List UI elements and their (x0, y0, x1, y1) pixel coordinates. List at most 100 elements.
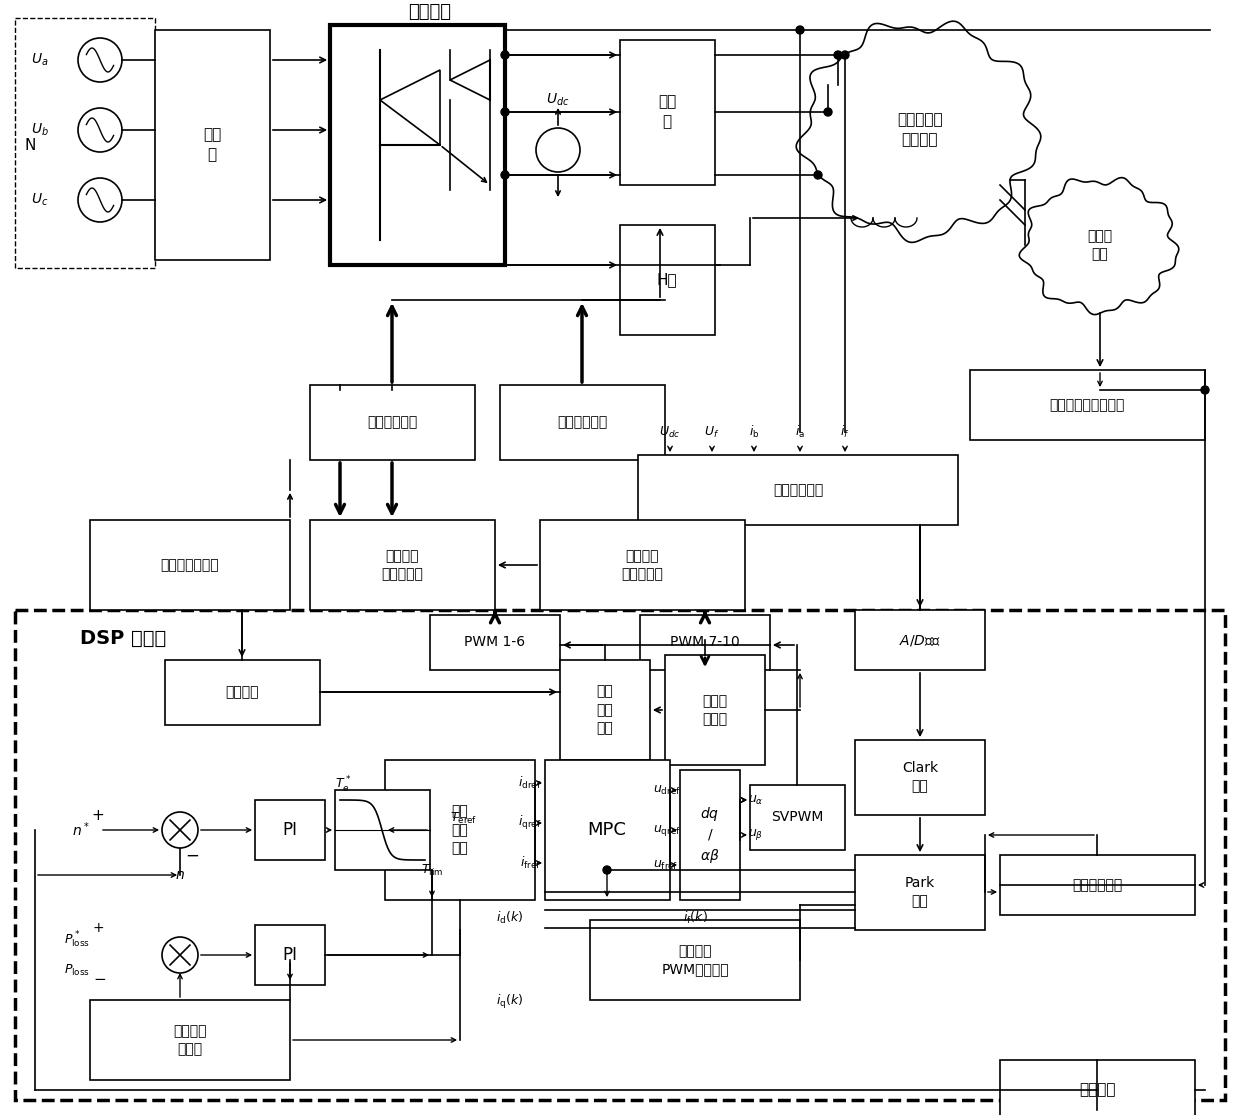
Circle shape (796, 26, 804, 33)
Text: $U_{dc}$: $U_{dc}$ (547, 91, 569, 108)
Bar (430, 615, 560, 670)
Text: +: + (92, 921, 104, 935)
Bar (560, 660, 650, 760)
Bar (91, 520, 290, 610)
Text: $u_{\rm fref}$: $u_{\rm fref}$ (653, 859, 678, 872)
Text: $u_{\rm dref}$: $u_{\rm dref}$ (653, 784, 681, 796)
Text: 隐极式混合
励磁电机: 隐极式混合 励磁电机 (898, 113, 942, 147)
Bar (999, 1060, 1195, 1115)
Text: $n^*$: $n^*$ (72, 821, 91, 840)
Circle shape (78, 108, 122, 152)
Text: 封锁
驱动
模块: 封锁 驱动 模块 (596, 685, 614, 736)
Bar (15, 610, 1225, 1101)
Bar (639, 455, 959, 525)
Text: 调压
器: 调压 器 (203, 127, 221, 163)
Text: 电平转换
与隔离电路: 电平转换 与隔离电路 (381, 549, 423, 581)
Text: $P^*_{\rm loss}$: $P^*_{\rm loss}$ (64, 930, 91, 950)
Bar (640, 615, 770, 670)
Bar (165, 660, 320, 725)
Bar (620, 225, 715, 334)
Circle shape (78, 38, 122, 83)
Text: $-$: $-$ (93, 970, 107, 986)
Text: $T_{\rm lim}$: $T_{\rm lim}$ (420, 862, 443, 878)
Bar (255, 799, 325, 860)
Text: $i_{\rm qref}$: $i_{\rm qref}$ (517, 814, 541, 832)
Circle shape (501, 108, 508, 116)
Bar (999, 855, 1195, 915)
Text: 转子位置计算: 转子位置计算 (1071, 878, 1122, 892)
Bar (750, 785, 844, 850)
Circle shape (501, 171, 508, 180)
Bar (310, 520, 495, 610)
Text: $T_{\rm eref}$: $T_{\rm eref}$ (450, 811, 477, 825)
Text: 过压过
流保护: 过压过 流保护 (702, 694, 728, 726)
Text: MPC: MPC (588, 821, 626, 838)
Bar (546, 760, 670, 900)
Text: 编码器信号处理电路: 编码器信号处理电路 (1049, 398, 1125, 413)
Circle shape (162, 937, 198, 973)
Bar (665, 655, 765, 765)
Polygon shape (450, 60, 490, 100)
Bar (680, 770, 740, 900)
Text: 信号调理电路: 信号调理电路 (773, 483, 823, 497)
Circle shape (536, 128, 580, 172)
Bar (335, 791, 430, 870)
Circle shape (813, 171, 822, 180)
Text: $i_{\rm f}(k)$: $i_{\rm f}(k)$ (682, 910, 707, 927)
Text: 励磁电流
PWM产生模块: 励磁电流 PWM产生模块 (661, 943, 729, 977)
Text: $i_{\rm fref}$: $i_{\rm fref}$ (520, 855, 541, 871)
Text: 励磁驱动电路: 励磁驱动电路 (557, 415, 608, 429)
Text: 故障检测与报警: 故障检测与报警 (161, 558, 219, 572)
Text: 转速计算: 转速计算 (1079, 1083, 1115, 1097)
Text: $U_{dc}$: $U_{dc}$ (660, 425, 681, 439)
Circle shape (162, 812, 198, 849)
Text: $U_b$: $U_b$ (31, 122, 48, 138)
Bar (91, 1000, 290, 1080)
Text: 驱动保护: 驱动保护 (226, 685, 259, 699)
Bar (856, 610, 985, 670)
Text: $i_{\rm dref}$: $i_{\rm dref}$ (517, 775, 541, 791)
Bar (255, 925, 325, 985)
Circle shape (835, 51, 842, 59)
Text: 功率损耗
估计器: 功率损耗 估计器 (174, 1024, 207, 1056)
Text: 整流电路: 整流电路 (408, 3, 451, 21)
Bar (620, 40, 715, 185)
Bar (310, 385, 475, 460)
Text: PI: PI (283, 946, 298, 964)
Text: $-$: $-$ (185, 846, 200, 864)
Text: 逆变
桥: 逆变 桥 (658, 95, 676, 129)
Text: $i_{\rm a}$: $i_{\rm a}$ (795, 424, 805, 440)
Text: $i_{\rm d}(k)$: $i_{\rm d}(k)$ (496, 910, 523, 927)
Text: $dq$
/
$αβ$: $dq$ / $αβ$ (701, 805, 719, 865)
Circle shape (825, 108, 832, 116)
Bar (330, 25, 505, 265)
Text: $i_{\rm q}(k)$: $i_{\rm q}(k)$ (496, 993, 523, 1011)
Circle shape (841, 51, 849, 59)
Text: $i_f$: $i_f$ (841, 424, 849, 440)
Text: $P_{\rm loss}$: $P_{\rm loss}$ (64, 962, 91, 978)
Text: 参考
电流
计算: 参考 电流 计算 (451, 805, 469, 855)
Text: PWM 7-10: PWM 7-10 (670, 636, 740, 649)
Text: +: + (92, 807, 104, 823)
Text: $n$: $n$ (175, 867, 185, 882)
Bar (15, 18, 155, 268)
Bar (856, 740, 985, 815)
Circle shape (501, 51, 508, 59)
Text: $T_e^*$: $T_e^*$ (335, 775, 351, 795)
Circle shape (1202, 386, 1209, 394)
Text: SVPWM: SVPWM (771, 809, 823, 824)
Polygon shape (1019, 177, 1179, 314)
Text: 电枢驱动电路: 电枢驱动电路 (367, 415, 417, 429)
Bar (590, 920, 800, 1000)
Bar (539, 520, 745, 610)
Text: DSP 控制器: DSP 控制器 (81, 629, 166, 648)
Text: Park
变换: Park 变换 (905, 875, 935, 909)
Bar (384, 760, 534, 900)
Text: PWM 1-6: PWM 1-6 (465, 636, 526, 649)
Text: $U_a$: $U_a$ (31, 51, 48, 68)
Circle shape (78, 178, 122, 222)
Bar (856, 855, 985, 930)
Text: $u_\beta$: $u_\beta$ (748, 827, 764, 843)
Text: $i_{\rm b}$: $i_{\rm b}$ (749, 424, 759, 440)
Bar (970, 370, 1205, 440)
